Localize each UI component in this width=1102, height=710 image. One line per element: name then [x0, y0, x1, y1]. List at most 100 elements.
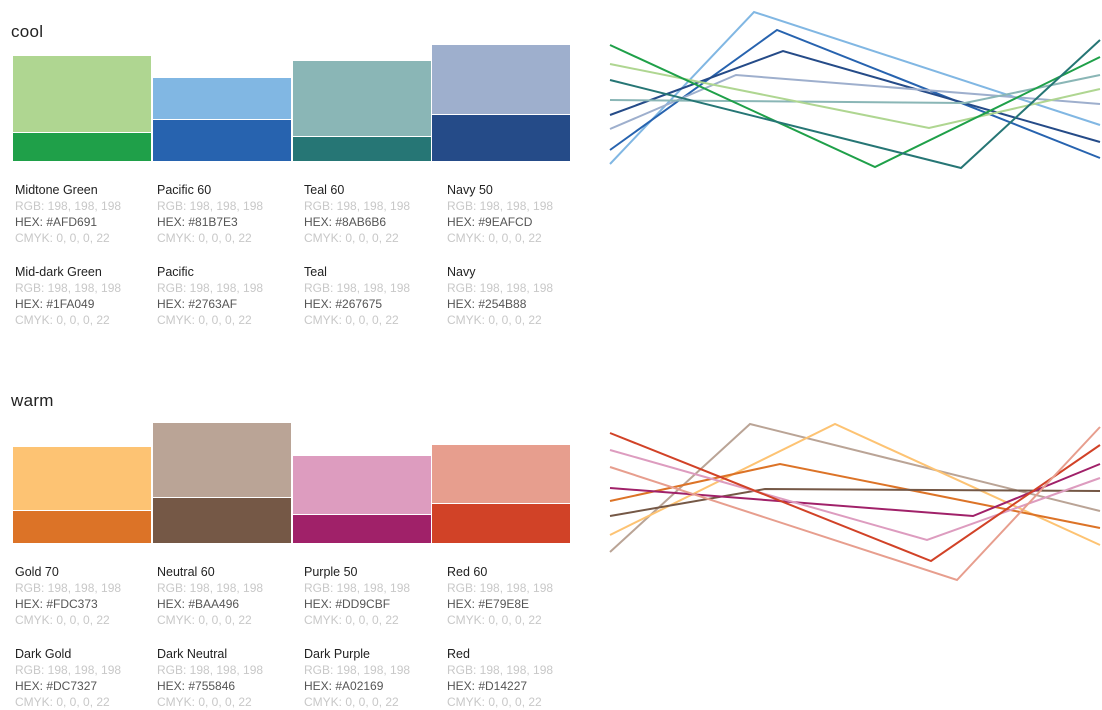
color-hex: HEX: #254B88: [447, 297, 527, 311]
color-cmyk: CMYK: 0, 0, 0, 22: [447, 231, 542, 245]
color-rgb: RGB: 198, 198, 198: [447, 663, 554, 677]
swatch-dark: [13, 133, 151, 161]
color-cmyk: CMYK: 0, 0, 0, 22: [157, 231, 252, 245]
color-name: Red 60: [447, 565, 488, 579]
color-cmyk: CMYK: 0, 0, 0, 22: [304, 695, 399, 709]
color-rgb: RGB: 198, 198, 198: [304, 663, 411, 677]
color-rgb: RGB: 198, 198, 198: [15, 199, 122, 213]
color-label-dark: Mid-dark Green RGB: 198, 198, 198 HEX: #…: [15, 264, 155, 328]
swatch-dark: [293, 515, 431, 543]
color-rgb: RGB: 198, 198, 198: [15, 281, 122, 295]
swatch-light: [13, 447, 151, 510]
swatch-dark: [432, 504, 570, 543]
sample-line: [609, 432, 1101, 563]
color-rgb: RGB: 198, 198, 198: [304, 281, 411, 295]
color-rgb: RGB: 198, 198, 198: [447, 581, 554, 595]
swatch-dark: [293, 137, 431, 161]
color-cmyk: CMYK: 0, 0, 0, 22: [15, 313, 110, 327]
color-label-light: Pacific 60 RGB: 198, 198, 198 HEX: #81B7…: [157, 182, 297, 246]
color-name: Purple 50: [304, 565, 358, 579]
color-cmyk: CMYK: 0, 0, 0, 22: [447, 613, 542, 627]
swatch-light: [293, 456, 431, 514]
color-cmyk: CMYK: 0, 0, 0, 22: [157, 695, 252, 709]
swatch-dark: [13, 511, 151, 543]
color-hex: HEX: #DC7327: [15, 679, 98, 693]
color-name: Gold 70: [15, 565, 59, 579]
color-rgb: RGB: 198, 198, 198: [15, 581, 122, 595]
color-cmyk: CMYK: 0, 0, 0, 22: [15, 231, 110, 245]
swatch-light: [432, 45, 570, 114]
swatch-light: [293, 61, 431, 136]
sample-line: [609, 39, 1101, 170]
color-cmyk: CMYK: 0, 0, 0, 22: [304, 231, 399, 245]
color-name: Pacific: [157, 265, 194, 279]
swatch-light: [153, 423, 291, 497]
sample-line: [609, 10, 1101, 165]
swatch-light: [432, 445, 570, 503]
sample-line: [609, 28, 1101, 159]
swatch-light: [153, 78, 291, 119]
color-name: Teal 60: [304, 183, 345, 197]
color-hex: HEX: #2763AF: [157, 297, 238, 311]
color-rgb: RGB: 198, 198, 198: [447, 199, 554, 213]
color-label-dark: Dark Gold RGB: 198, 198, 198 HEX: #DC732…: [15, 646, 155, 710]
color-hex: HEX: #DD9CBF: [304, 597, 391, 611]
color-rgb: RGB: 198, 198, 198: [157, 199, 264, 213]
color-name: Navy 50: [447, 183, 493, 197]
color-rgb: RGB: 198, 198, 198: [15, 663, 122, 677]
swatch-dark: [153, 120, 291, 161]
color-name: Dark Gold: [15, 647, 72, 661]
color-hex: HEX: #BAA496: [157, 597, 240, 611]
color-label-dark: Dark Purple RGB: 198, 198, 198 HEX: #A02…: [304, 646, 444, 710]
color-cmyk: CMYK: 0, 0, 0, 22: [304, 313, 399, 327]
section-title-cool: cool: [11, 22, 44, 41]
color-hex: HEX: #9EAFCD: [447, 215, 533, 229]
section-title-warm: warm: [11, 391, 54, 410]
color-label-dark: Pacific RGB: 198, 198, 198 HEX: #2763AF …: [157, 264, 297, 328]
color-label-dark: Red RGB: 198, 198, 198 HEX: #D14227 CMYK…: [447, 646, 587, 710]
color-label-light: Neutral 60 RGB: 198, 198, 198 HEX: #BAA4…: [157, 564, 297, 628]
sample-line: [609, 422, 1101, 553]
color-rgb: RGB: 198, 198, 198: [304, 581, 411, 595]
color-hex: HEX: #FDC373: [15, 597, 98, 611]
color-cmyk: CMYK: 0, 0, 0, 22: [157, 613, 252, 627]
color-cmyk: CMYK: 0, 0, 0, 22: [15, 613, 110, 627]
color-rgb: RGB: 198, 198, 198: [304, 199, 411, 213]
color-label-light: Teal 60 RGB: 198, 198, 198 HEX: #8AB6B6 …: [304, 182, 444, 246]
color-name: Teal: [304, 265, 327, 279]
swatch-dark: [432, 115, 570, 161]
color-rgb: RGB: 198, 198, 198: [447, 281, 554, 295]
color-cmyk: CMYK: 0, 0, 0, 22: [15, 695, 110, 709]
color-hex: HEX: #AFD691: [15, 215, 98, 229]
cool-sample-lines: [609, 10, 1101, 170]
color-hex: HEX: #81B7E3: [157, 215, 238, 229]
color-name: Red: [447, 647, 470, 661]
color-cmyk: CMYK: 0, 0, 0, 22: [157, 313, 252, 327]
color-rgb: RGB: 198, 198, 198: [157, 281, 264, 295]
color-label-light: Gold 70 RGB: 198, 198, 198 HEX: #FDC373 …: [15, 564, 155, 628]
color-rgb: RGB: 198, 198, 198: [157, 663, 264, 677]
color-label-light: Midtone Green RGB: 198, 198, 198 HEX: #A…: [15, 182, 155, 246]
color-hex: HEX: #267675: [304, 297, 383, 311]
color-hex: HEX: #755846: [157, 679, 236, 693]
color-label-light: Purple 50 RGB: 198, 198, 198 HEX: #DD9CB…: [304, 564, 444, 628]
warm-sample-lines: [609, 422, 1101, 582]
color-hex: HEX: #A02169: [304, 679, 384, 693]
color-hex: HEX: #E79E8E: [447, 597, 530, 611]
sample-line: [609, 449, 1101, 542]
color-rgb: RGB: 198, 198, 198: [157, 581, 264, 595]
sample-line: [609, 73, 1101, 130]
color-hex: HEX: #D14227: [447, 679, 528, 693]
color-name: Neutral 60: [157, 565, 215, 579]
swatch-dark: [153, 498, 291, 543]
color-hex: HEX: #8AB6B6: [304, 215, 387, 229]
color-label-dark: Navy RGB: 198, 198, 198 HEX: #254B88 CMY…: [447, 264, 587, 328]
swatch-light: [13, 56, 151, 132]
color-cmyk: CMYK: 0, 0, 0, 22: [447, 695, 542, 709]
color-label-light: Navy 50 RGB: 198, 198, 198 HEX: #9EAFCD …: [447, 182, 587, 246]
sample-line: [609, 487, 1101, 517]
color-label-dark: Teal RGB: 198, 198, 198 HEX: #267675 CMY…: [304, 264, 444, 328]
color-name: Midtone Green: [15, 183, 98, 197]
color-label-dark: Dark Neutral RGB: 198, 198, 198 HEX: #75…: [157, 646, 297, 710]
color-cmyk: CMYK: 0, 0, 0, 22: [447, 313, 542, 327]
